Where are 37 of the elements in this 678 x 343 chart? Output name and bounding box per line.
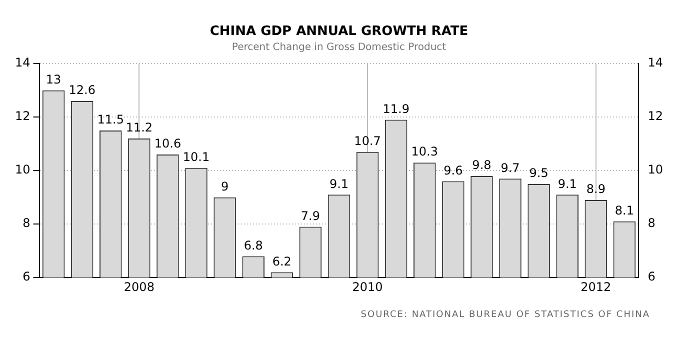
- data-label: 10.1: [182, 150, 210, 164]
- y2-tick-label: 6: [648, 270, 656, 284]
- data-label: 9.8: [472, 158, 492, 172]
- data-label: 8.9: [586, 182, 606, 196]
- chart-subtitle: Percent Change in Gross Domestic Product: [232, 42, 446, 54]
- data-label: 11.5: [97, 112, 124, 127]
- data-label: 9: [220, 179, 229, 194]
- y-tick-label: 10: [14, 162, 30, 177]
- y2-tick-label: 8: [648, 216, 656, 230]
- data-label: 10.6: [154, 136, 182, 151]
- data-label: 7.9: [300, 208, 320, 223]
- data-label: 11.9: [382, 102, 410, 116]
- y-tick-label: 14: [14, 56, 30, 70]
- y2-tick-label: 10: [648, 162, 664, 177]
- x-tick-label: 2008: [124, 280, 154, 294]
- data-label: 8.1: [614, 204, 634, 218]
- data-label: 12.6: [68, 83, 96, 98]
- data-label: 9.1: [329, 176, 349, 191]
- y-tick-label: 6: [22, 270, 30, 284]
- x-tick-label: 2010: [352, 280, 383, 294]
- data-label: 9.7: [500, 160, 520, 175]
- data-label: 6.8: [244, 238, 263, 252]
- y-tick-label: 12: [14, 109, 30, 124]
- x-tick-label: 2012: [580, 280, 612, 294]
- data-label: 9.6: [444, 163, 463, 178]
- data-label: 11.2: [126, 120, 153, 135]
- data-label: 9.1: [558, 176, 577, 191]
- data-label: 10.7: [354, 134, 381, 148]
- data-label: 6.2: [272, 254, 292, 268]
- y-tick-label: 8: [22, 216, 30, 230]
- y2-tick-label: 14: [648, 56, 664, 70]
- data-label: 10.3: [411, 144, 438, 159]
- data-label: 9.5: [529, 166, 548, 180]
- source-note: SOURCE: NATIONAL BUREAU OF STATISTICS OF CHINA: [360, 310, 651, 320]
- data-label: 13: [46, 72, 62, 86]
- y2-tick-label: 12: [648, 109, 664, 124]
- chart-title: CHINA GDP ANNUAL GROWTH RATE: [210, 24, 468, 40]
